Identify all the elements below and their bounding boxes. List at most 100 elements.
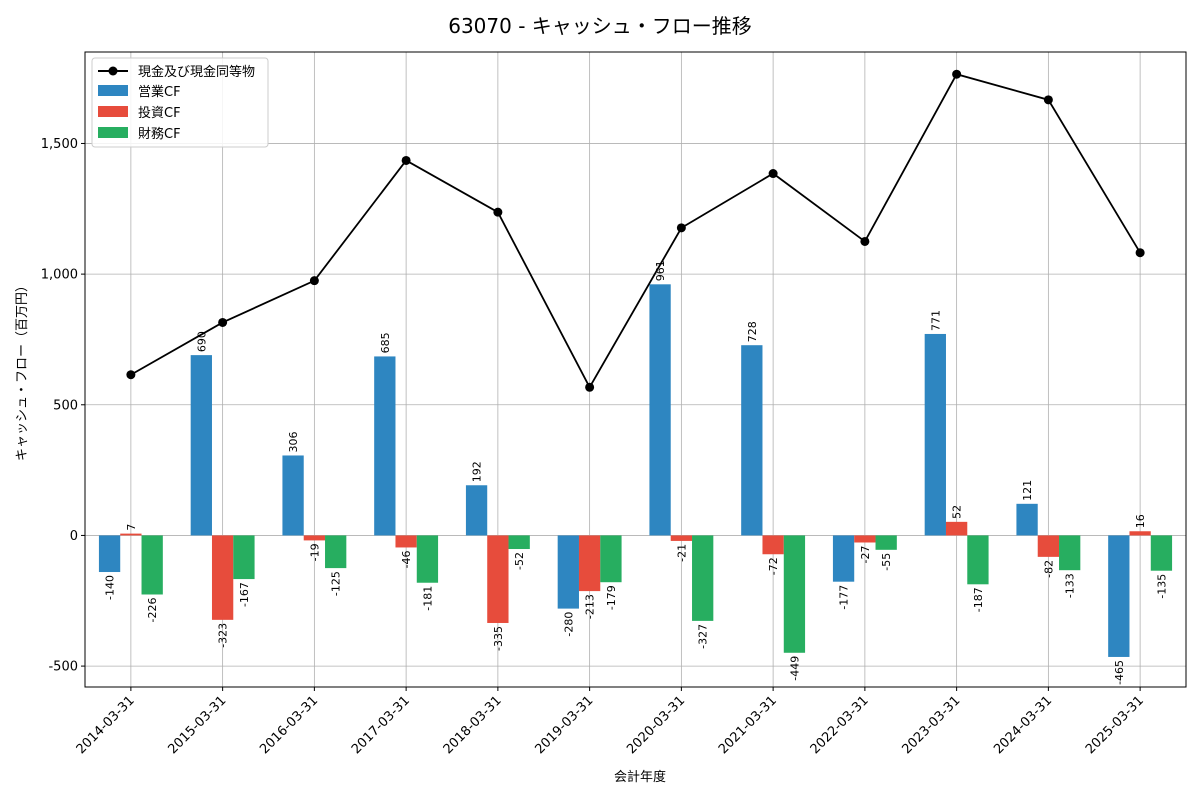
bar-label-1-1: -323 — [217, 623, 230, 648]
bar-2-0 — [141, 535, 163, 595]
bar-label-0-1: 690 — [195, 331, 208, 352]
bar-label-2-0: -226 — [146, 597, 159, 622]
legend-swatch-financing — [98, 127, 128, 138]
bar-2-3 — [416, 535, 439, 583]
bar-0-6 — [649, 284, 671, 536]
x-tick-label-8: 2022-03-31 — [808, 693, 872, 757]
x-tick-label-11: 2025-03-31 — [1083, 693, 1147, 757]
bar-1-4 — [487, 535, 509, 623]
bar-label-1-7: -72 — [767, 557, 780, 575]
bar-label-2-5: -179 — [605, 585, 618, 610]
cash-point-6 — [676, 223, 686, 233]
bar-0-2 — [282, 455, 304, 536]
bar-1-1 — [211, 535, 234, 620]
legend-label-cash: 現金及び現金同等物 — [138, 64, 255, 80]
bar-label-2-7: -449 — [788, 656, 801, 681]
cash-point-1 — [218, 317, 228, 327]
bar-label-1-2: -19 — [308, 543, 321, 561]
y-tick-label-1: 0 — [70, 529, 78, 544]
legend-label-operating: 営業CF — [138, 84, 181, 100]
bar-0-9 — [924, 333, 946, 536]
legend-label-investing: 投資CF — [138, 105, 181, 121]
cash-point-7 — [768, 169, 778, 179]
x-tick-label-4: 2018-03-31 — [441, 693, 505, 757]
bar-0-0 — [98, 535, 121, 573]
bar-label-1-0: 7 — [125, 524, 138, 531]
y-axis-label: キャッシュ・フロー（百万円） — [15, 279, 30, 461]
bar-label-0-3: 685 — [379, 332, 392, 353]
bar-label-1-8: -27 — [859, 545, 872, 563]
legend-line-marker — [108, 66, 118, 76]
bar-label-0-6: 961 — [654, 260, 667, 281]
grid-lines — [85, 52, 1186, 687]
bar-2-6 — [692, 535, 714, 621]
bar-0-10 — [1016, 503, 1038, 536]
bar-label-1-11: 16 — [1134, 514, 1147, 528]
legend: 現金及び現金同等物 営業CF 投資CF 財務CF — [91, 57, 269, 148]
bar-1-2 — [303, 535, 326, 541]
legend-label-financing: 財務CF — [138, 127, 181, 142]
bar-2-9 — [967, 535, 989, 585]
bar-label-0-2: 306 — [287, 431, 300, 452]
bar-label-2-11: -135 — [1155, 574, 1168, 599]
bar-0-5 — [557, 535, 579, 609]
x-axis-label: 会計年度 — [614, 769, 666, 785]
bar-2-10 — [1059, 535, 1081, 571]
cash-point-4 — [493, 207, 503, 217]
x-tick-label-1: 2015-03-31 — [165, 693, 229, 757]
bar-label-0-9: 771 — [929, 310, 942, 331]
cash-point-11 — [1135, 248, 1145, 258]
bar-2-2 — [325, 535, 347, 569]
bar-1-8 — [854, 535, 876, 543]
bar-label-0-8: -177 — [838, 585, 851, 610]
x-tick-label-10: 2024-03-31 — [991, 693, 1055, 757]
bar-2-4 — [508, 535, 530, 550]
bar-label-2-9: -187 — [972, 587, 985, 612]
bar-1-0 — [120, 533, 142, 536]
legend-swatch-operating — [98, 85, 128, 96]
x-tick-label-7: 2021-03-31 — [716, 693, 780, 757]
bar-0-4 — [465, 485, 488, 536]
bar-2-7 — [783, 535, 806, 653]
bar-label-2-2: -125 — [330, 571, 343, 596]
bar-label-0-7: 728 — [746, 321, 759, 342]
bar-1-11 — [1129, 531, 1151, 536]
bar-label-0-10: 121 — [1021, 480, 1034, 501]
cash-point-0 — [126, 370, 136, 380]
bar-label-1-3: -46 — [400, 550, 413, 568]
plot-frame — [84, 51, 1187, 688]
bar-label-1-4: -335 — [492, 626, 505, 651]
bar-label-0-0: -140 — [104, 575, 117, 600]
bar-1-10 — [1037, 535, 1060, 557]
bars — [98, 284, 1173, 657]
bar-0-11 — [1108, 535, 1130, 657]
chart-title: 63070 - キャッシュ・フロー推移 — [448, 14, 752, 38]
legend-swatch-investing — [98, 106, 128, 117]
bar-0-8 — [832, 535, 855, 582]
bar-1-7 — [762, 535, 784, 555]
bar-label-0-11: -465 — [1113, 660, 1126, 685]
cash-point-8 — [860, 236, 870, 246]
bar-label-1-10: -82 — [1042, 560, 1055, 578]
bar-label-2-3: -181 — [421, 586, 434, 611]
cash-line-path — [130, 73, 1141, 390]
bar-1-6 — [670, 535, 693, 541]
bar-0-7 — [741, 345, 763, 536]
bar-0-1 — [190, 355, 212, 536]
x-tick-label-5: 2019-03-31 — [532, 693, 596, 757]
bar-1-3 — [395, 535, 417, 548]
bar-label-2-10: -133 — [1064, 573, 1077, 598]
y-tick-label-0: -500 — [48, 660, 78, 675]
cash-point-3 — [401, 155, 411, 165]
x-tick-label-9: 2023-03-31 — [899, 693, 963, 757]
bar-label-0-4: 192 — [471, 461, 484, 482]
x-tick-label-3: 2017-03-31 — [349, 693, 413, 757]
bar-1-9 — [945, 521, 968, 536]
bar-2-1 — [233, 535, 255, 580]
cash-point-10 — [1043, 95, 1053, 105]
bar-label-2-6: -327 — [697, 624, 710, 649]
cash-line — [126, 69, 1145, 392]
bar-label-1-5: -213 — [584, 594, 597, 619]
y-tick-label-3: 1,000 — [41, 268, 78, 283]
y-axis-ticks: -500 0 500 1,000 1,500 — [41, 137, 85, 675]
